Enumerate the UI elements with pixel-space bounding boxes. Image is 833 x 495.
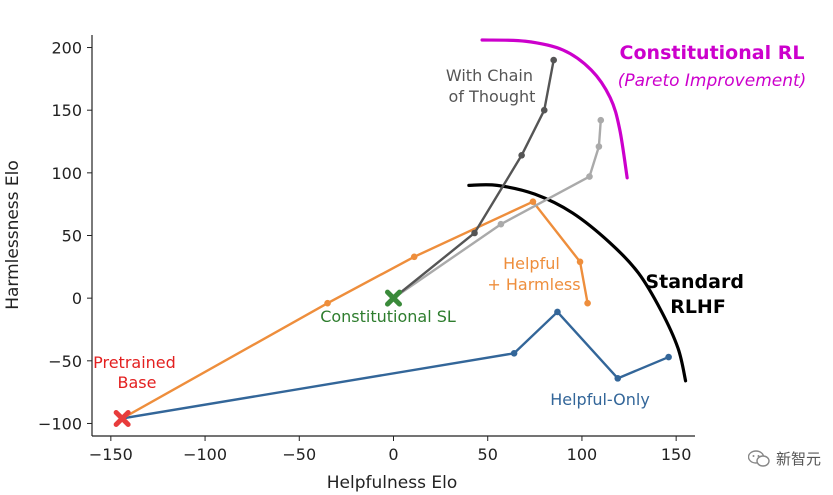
series-line-2 (392, 120, 602, 300)
y-axis-label: Harmlessness Elo (3, 160, 23, 310)
wechat-icon (747, 449, 770, 467)
chain-of-thought-label: With Chain of Thought (446, 66, 538, 106)
x-tick-label: −150 (89, 445, 133, 464)
x-tick-label: 50 (478, 445, 498, 464)
x-tick-label: 100 (567, 445, 598, 464)
x-tick-label: 150 (661, 445, 692, 464)
helpful-only-label: Helpful-Only (550, 390, 650, 409)
constitutional-sl-label: Constitutional SL (320, 307, 456, 326)
series-point (540, 106, 548, 114)
series-point (595, 143, 603, 150)
markers (113, 289, 402, 427)
watermark: 新智元 (747, 448, 821, 469)
series-point (586, 173, 593, 180)
series-point (614, 375, 622, 382)
watermark-text: 新智元 (775, 450, 821, 468)
series-point (550, 56, 557, 64)
y-tick-label: 150 (51, 101, 82, 120)
series-point (597, 116, 605, 124)
series-point (554, 308, 561, 316)
series-point (518, 152, 525, 159)
series-point (497, 220, 505, 228)
x-axis-label: Helpfulness Elo (327, 473, 457, 493)
y-tick-label: −50 (48, 352, 82, 371)
series-point (510, 349, 518, 357)
frontier-curves (467, 38, 688, 383)
frontier-constitutional-rl (480, 38, 629, 180)
marker-constitutional-sl (385, 289, 402, 307)
y-tick-label: 100 (51, 164, 82, 183)
x-tick-label: 0 (388, 445, 398, 464)
frontier-standard-rlhf (467, 183, 688, 383)
annotation-labels: Helpfulness Elo Harmlessness Elo Pretrai… (3, 42, 806, 493)
series-lines (121, 56, 672, 420)
standard-rlhf-label: Standard RLHF (645, 271, 750, 318)
y-tick-label: 200 (51, 39, 82, 58)
axes: −150 −100 −50 0 50 100 150 −100 −50 0 50 100 150 200 (38, 35, 695, 464)
constitutional-rl-label: Constitutional RL (620, 42, 805, 64)
helpful-harmless-label: Helpful + Harmless (487, 254, 580, 294)
pretrained-base-label: Pretrained Base (93, 353, 181, 392)
x-tick-label: −100 (183, 445, 227, 464)
series-point (529, 198, 537, 205)
series-line-1 (121, 200, 589, 420)
series-point (576, 258, 584, 266)
x-tick-label: −50 (282, 445, 316, 464)
series-point (324, 299, 331, 307)
y-tick-label: −100 (38, 414, 82, 433)
y-tick-label: 0 (72, 289, 82, 308)
marker-pretrained-base (113, 409, 131, 427)
y-tick-label: 50 (62, 227, 82, 246)
series-point (584, 299, 591, 307)
series-point (665, 353, 672, 361)
series-point (471, 229, 478, 237)
series-point (410, 253, 418, 261)
pareto-improvement-label: (Pareto Improvement) (618, 71, 807, 91)
